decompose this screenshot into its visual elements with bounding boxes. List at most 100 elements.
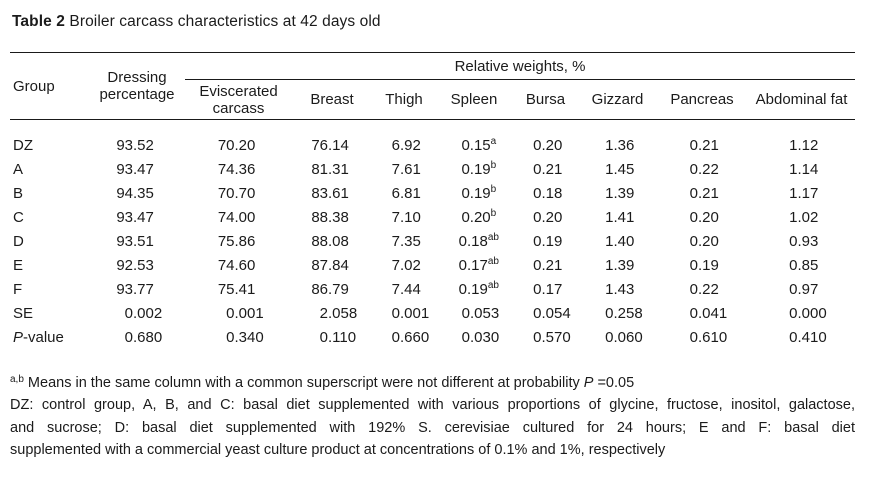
cell-pancreas: 0.20 [656, 229, 748, 253]
cell-group: DZ [13, 136, 33, 154]
table-row-pvalue: P-value 0.680 0.340 0.110 0.660 0.030 0.… [10, 325, 855, 368]
value: 92.53 [116, 256, 154, 274]
cell-gizzard: 1.45 [579, 157, 656, 181]
footnote-significance: a,b Means in the same column with a comm… [10, 372, 855, 394]
cell-spleen: 0.15a [436, 120, 512, 158]
cell-gizzard: 1.40 [579, 229, 656, 253]
value: 0.19 [533, 232, 563, 250]
table-header: Group Dressing percentage Relative weigh… [10, 52, 856, 120]
value: 88.38 [311, 208, 349, 226]
value: 74.60 [217, 256, 256, 274]
value: 6.92 [391, 136, 421, 154]
value: 7.61 [391, 160, 421, 178]
cell-bursa: 0.054 [512, 301, 579, 325]
value: 0.060 [605, 328, 643, 346]
cell-breast: 83.61 [292, 181, 372, 205]
cell-eviscerated: 74.00 [185, 205, 292, 229]
value: 0.258 [605, 304, 643, 322]
cell-bursa: 0.20 [512, 205, 579, 229]
cell-abdominal: 1.14 [748, 157, 855, 181]
value: 1.02 [789, 208, 819, 226]
cell-gizzard: 1.39 [579, 181, 656, 205]
cell-eviscerated: 0.340 [185, 325, 292, 368]
value: 0.97 [789, 280, 819, 298]
value: 0.000 [789, 304, 827, 322]
cell-breast: 0.110 [292, 325, 372, 368]
value: 0.93 [789, 232, 819, 250]
p-italic: P [13, 328, 24, 346]
header-gizzard: Gizzard [579, 79, 656, 120]
footnote-text-end: =0.05 [593, 375, 635, 391]
cell-eviscerated: 70.70 [185, 181, 292, 205]
value: 1.14 [789, 160, 819, 178]
value: 0.20 [533, 136, 563, 154]
value: 0.610 [689, 328, 728, 346]
superscript: b [490, 207, 497, 219]
cell-bursa: 0.20 [512, 120, 579, 158]
cell-gizzard: 1.43 [579, 277, 656, 301]
cell-dressing: 93.52 [89, 120, 185, 158]
footnote-groups-line1: DZ: control group, A, B, and C: basal di… [10, 397, 855, 414]
value: 76.14 [311, 136, 349, 154]
cell-pancreas: 0.22 [656, 277, 748, 301]
value: 94.35 [116, 184, 154, 202]
table-row-e: E 92.53 74.60 87.84 7.02 0.17ab 0.21 1.3… [10, 253, 855, 277]
cell-dressing: 0.002 [89, 301, 185, 325]
cell-thigh: 7.10 [372, 205, 436, 229]
value: 93.51 [116, 232, 154, 250]
value: 0.110 [319, 328, 357, 346]
cell-spleen: 0.19ab [436, 277, 512, 301]
value: 81.31 [311, 160, 349, 178]
value: 0.340 [226, 328, 264, 346]
cell-spleen: 0.053 [436, 301, 512, 325]
header-row-sub: Eviscerated carcass Breast Thigh Spleen … [10, 79, 856, 120]
cell-thigh: 0.660 [372, 325, 436, 368]
table-body: DZ 93.52 70.20 76.14 6.92 0.15a 0.20 1.3… [10, 120, 855, 369]
value: 1.41 [605, 208, 635, 226]
value: 0.410 [789, 328, 827, 346]
value: 0.660 [391, 328, 430, 346]
page: Table 2 Broiler carcass characteristics … [0, 13, 882, 482]
value: 1.43 [605, 280, 635, 298]
value: 0.041 [689, 304, 728, 322]
superscript: ab [487, 279, 499, 291]
table-row-f: F 93.77 75.41 86.79 7.44 0.19ab 0.17 1.4… [10, 277, 855, 301]
cell-eviscerated: 70.20 [185, 120, 292, 158]
cell-thigh: 0.001 [372, 301, 436, 325]
value: 70.70 [217, 184, 256, 202]
cell-breast: 88.08 [292, 229, 372, 253]
cell-group: P-value [10, 325, 89, 368]
cell-thigh: 6.81 [372, 181, 436, 205]
value: 7.10 [391, 208, 421, 226]
value: 93.52 [116, 136, 154, 154]
value: 0.19 [458, 280, 488, 298]
value: 93.47 [116, 160, 154, 178]
cell-abdominal: 0.85 [748, 253, 855, 277]
cell-eviscerated: 74.60 [185, 253, 292, 277]
cell-pancreas: 0.20 [656, 205, 748, 229]
superscript: b [490, 183, 497, 195]
value: 1.45 [605, 160, 635, 178]
cell-pancreas: 0.610 [656, 325, 748, 368]
cell-spleen: 0.030 [436, 325, 512, 368]
value: 0.18 [533, 184, 563, 202]
cell-group: A [13, 160, 24, 178]
value: 87.84 [311, 256, 349, 274]
header-row-spanner: Group Dressing percentage Relative weigh… [10, 52, 856, 120]
table-row-dz: DZ 93.52 70.20 76.14 6.92 0.15a 0.20 1.3… [10, 120, 855, 158]
value: 70.20 [217, 136, 256, 154]
value: 0.19 [461, 160, 491, 178]
value: 74.36 [217, 160, 256, 178]
cell-abdominal: 0.97 [748, 277, 855, 301]
cell-pancreas: 0.21 [656, 120, 748, 158]
cell-bursa: 0.19 [512, 229, 579, 253]
cell-group: C [13, 208, 24, 226]
value: 0.20 [689, 208, 719, 226]
value: 0.001 [391, 304, 430, 322]
value: 0.20 [461, 208, 491, 226]
value: 0.22 [689, 280, 719, 298]
value: 1.39 [605, 256, 635, 274]
value: 0.17 [533, 280, 563, 298]
header-relative-weights: Relative weights, % [185, 52, 856, 80]
value: 0.054 [533, 304, 571, 322]
